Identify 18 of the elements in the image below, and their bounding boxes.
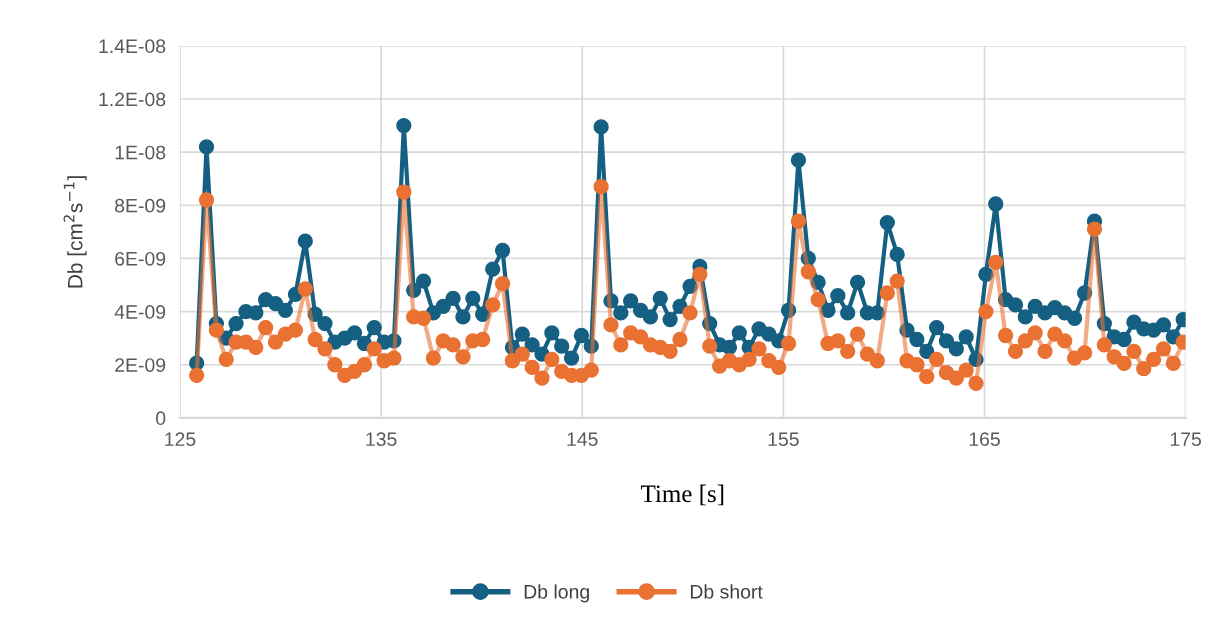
x-axis-title: Time [s] bbox=[640, 484, 724, 506]
y-tick-label: 2E-09 bbox=[115, 358, 166, 372]
y-tick-label: 4E-09 bbox=[114, 305, 166, 319]
x-tick-label: 125 bbox=[165, 432, 196, 447]
x-tick-label: 145 bbox=[567, 432, 598, 447]
legend-label: Db short bbox=[690, 584, 763, 599]
y-tick-label: 1.2E-08 bbox=[99, 92, 166, 107]
y-tick-label: 1E-08 bbox=[115, 145, 166, 160]
x-tick-label: 155 bbox=[768, 432, 799, 447]
y-tick-label: 8E-09 bbox=[115, 198, 166, 213]
y-tick-label: 0 bbox=[156, 411, 166, 426]
y-axis-title: Db [cm$^{2}$s$^{−1}$] bbox=[63, 176, 87, 288]
x-tick-label: 175 bbox=[1170, 432, 1202, 447]
legend-label: Db long bbox=[524, 584, 589, 603]
y-tick-label: 1.4E-08 bbox=[99, 39, 166, 54]
x-tick-label: 165 bbox=[969, 432, 1000, 447]
y-tick-label: 6E-09 bbox=[115, 251, 166, 266]
x-tick-label: 135 bbox=[366, 432, 397, 447]
